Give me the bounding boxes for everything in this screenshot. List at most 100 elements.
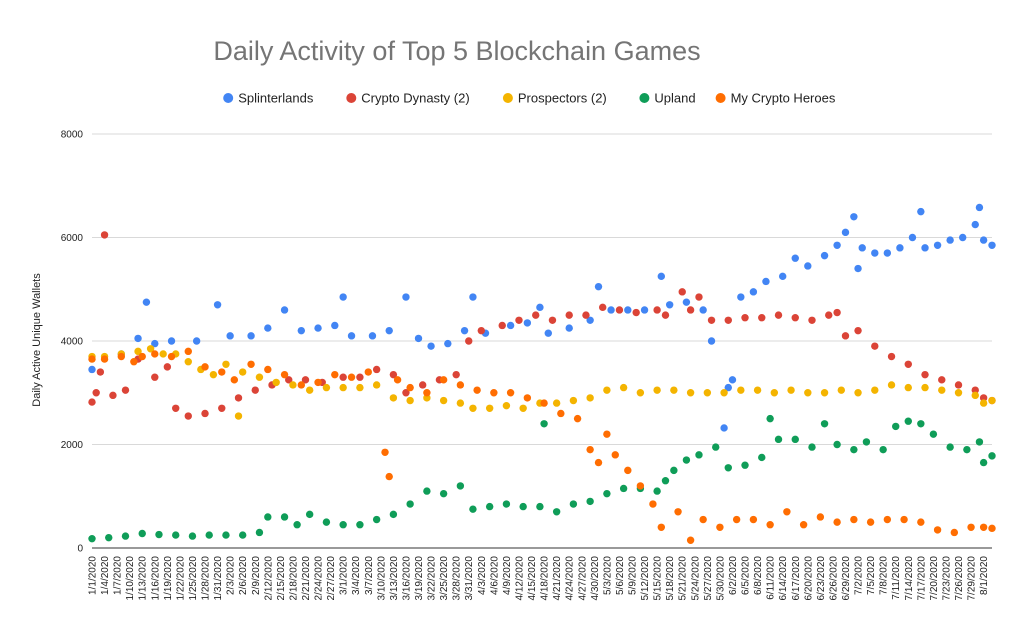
data-point xyxy=(686,306,695,314)
data-point xyxy=(88,534,96,543)
data-point xyxy=(979,394,988,402)
data-point xyxy=(841,228,850,237)
data-point xyxy=(347,373,356,381)
data-point xyxy=(247,332,255,340)
data-point xyxy=(804,262,812,270)
data-point xyxy=(121,386,130,394)
data-point xyxy=(218,368,226,376)
x-tick-label: 4/15/2020 xyxy=(527,556,538,601)
data-point xyxy=(552,399,561,407)
data-point xyxy=(301,376,310,384)
data-point xyxy=(163,363,172,371)
data-point xyxy=(456,381,465,389)
data-point xyxy=(146,345,155,353)
data-point xyxy=(758,453,766,462)
x-tick-label: 5/21/2020 xyxy=(678,556,689,601)
data-point xyxy=(900,515,908,524)
x-tick-label: 5/6/2020 xyxy=(615,556,626,595)
data-point xyxy=(96,368,105,376)
data-point xyxy=(372,365,381,374)
series-0 xyxy=(88,203,996,432)
data-point xyxy=(979,236,988,244)
x-tick-label: 6/20/2020 xyxy=(803,556,814,601)
data-point xyxy=(728,376,737,384)
data-point xyxy=(238,531,247,539)
data-point xyxy=(368,332,377,340)
series-4 xyxy=(88,347,996,544)
x-tick-label: 2/18/2020 xyxy=(288,556,299,601)
data-point xyxy=(138,529,146,538)
data-point xyxy=(774,435,783,444)
x-tick-label: 3/25/2020 xyxy=(439,556,450,601)
x-tick-label: 5/24/2020 xyxy=(690,556,701,601)
x-tick-label: 5/18/2020 xyxy=(665,556,676,601)
data-point xyxy=(356,521,364,529)
data-point xyxy=(883,515,892,524)
data-point xyxy=(908,233,917,242)
data-point xyxy=(586,316,594,324)
x-tick-label: 6/14/2020 xyxy=(778,556,789,601)
data-point xyxy=(444,339,452,348)
data-point xyxy=(833,241,841,249)
data-point xyxy=(134,347,142,356)
data-point xyxy=(130,358,138,366)
x-tick-label: 7/20/2020 xyxy=(929,556,940,601)
data-point xyxy=(264,513,272,521)
data-point xyxy=(724,316,732,324)
data-point xyxy=(105,533,113,542)
y-tick-label: 2000 xyxy=(61,440,84,451)
data-point xyxy=(88,365,96,374)
data-point xyxy=(971,220,979,229)
data-point xyxy=(280,370,289,379)
x-tick-label: 1/31/2020 xyxy=(213,556,224,601)
data-point xyxy=(661,477,670,485)
data-point xyxy=(456,399,465,407)
x-tick-label: 1/7/2020 xyxy=(113,556,124,595)
data-point xyxy=(234,412,243,420)
data-point xyxy=(603,386,611,394)
data-point xyxy=(850,445,858,454)
x-tick-label: 1/28/2020 xyxy=(201,556,212,601)
data-point xyxy=(188,532,197,540)
data-point xyxy=(732,515,741,524)
y-tick-label: 8000 xyxy=(61,130,84,141)
data-point xyxy=(975,203,984,212)
data-point xyxy=(167,352,176,361)
data-point xyxy=(603,430,611,438)
data-point xyxy=(339,521,347,529)
x-tick-label: 3/7/2020 xyxy=(364,556,375,595)
data-point xyxy=(988,241,996,249)
data-point xyxy=(381,448,389,456)
data-point xyxy=(485,404,494,412)
data-point xyxy=(544,329,552,337)
series-1 xyxy=(88,231,996,420)
data-point xyxy=(699,515,707,524)
data-point xyxy=(255,373,264,381)
data-point xyxy=(540,399,548,407)
series-3 xyxy=(88,414,996,543)
data-point xyxy=(682,456,691,464)
data-point xyxy=(347,332,356,340)
data-point xyxy=(741,314,749,322)
data-point xyxy=(498,321,506,330)
data-point xyxy=(938,386,946,394)
x-tick-label: 6/29/2020 xyxy=(841,556,852,601)
data-point xyxy=(766,414,774,423)
data-point xyxy=(686,389,695,397)
data-point xyxy=(339,383,347,392)
data-point xyxy=(280,513,289,521)
data-point xyxy=(967,523,975,531)
data-point xyxy=(155,530,163,539)
data-point xyxy=(896,244,904,252)
data-point xyxy=(460,326,469,335)
data-point xyxy=(979,458,988,467)
data-point xyxy=(532,311,540,319)
x-tick-label: 6/17/2020 xyxy=(791,556,802,601)
chart-title: Daily Activity of Top 5 Blockchain Games xyxy=(213,36,700,66)
y-axis-ticks: 0 2000 4000 6000 8000 xyxy=(61,130,84,555)
data-point xyxy=(854,389,862,397)
data-point xyxy=(389,370,398,379)
x-tick-label: 4/6/2020 xyxy=(489,556,500,595)
data-point xyxy=(247,360,255,368)
data-point xyxy=(921,383,929,392)
